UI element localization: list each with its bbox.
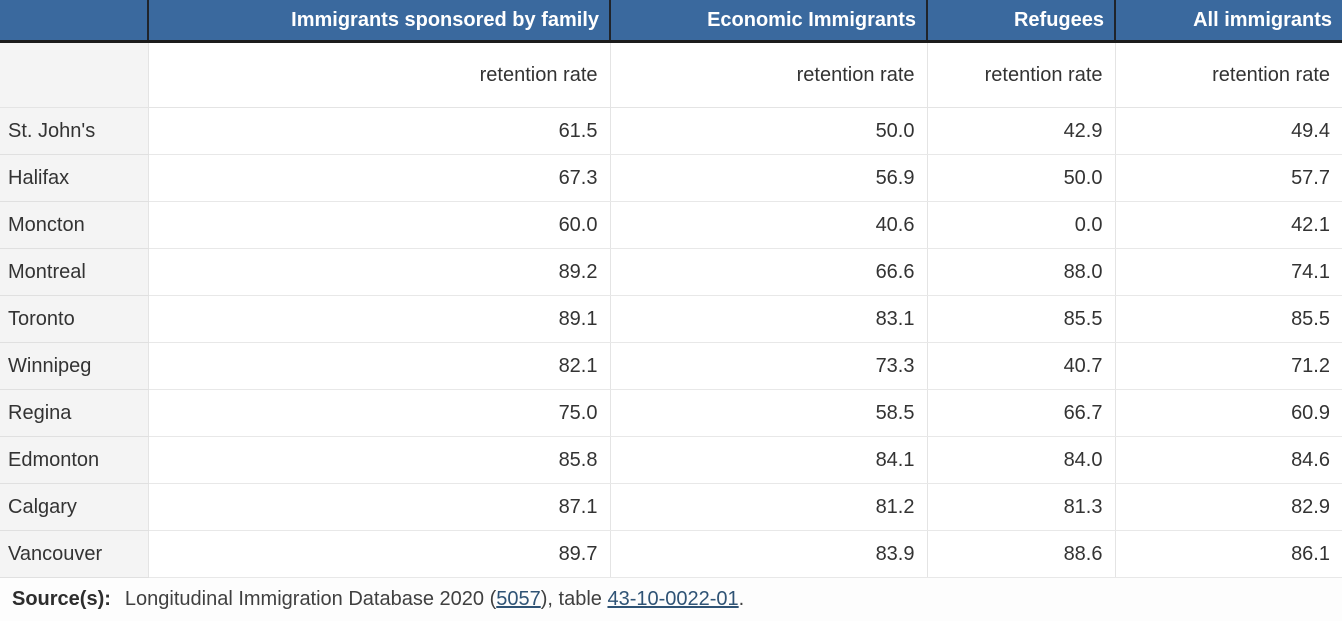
table-row: Vancouver 89.7 83.9 88.6 86.1 xyxy=(0,530,1342,578)
cell-value: 61.5 xyxy=(147,107,610,155)
row-label: Montreal xyxy=(0,248,148,296)
cell-value: 49.4 xyxy=(1114,107,1342,155)
table-row: Montreal 89.2 66.6 88.0 74.1 xyxy=(0,248,1342,296)
subheader-retention-rate: retention rate xyxy=(147,41,610,108)
table-row: Edmonton 85.8 84.1 84.0 84.6 xyxy=(0,436,1342,484)
row-label: St. John's xyxy=(0,107,148,155)
cell-value: 58.5 xyxy=(609,389,927,437)
cell-value: 0.0 xyxy=(926,201,1115,249)
cell-value: 42.1 xyxy=(1114,201,1342,249)
cell-value: 81.3 xyxy=(926,483,1115,531)
cell-value: 50.0 xyxy=(926,154,1115,202)
cell-value: 88.0 xyxy=(926,248,1115,296)
cell-value: 89.2 xyxy=(147,248,610,296)
cell-value: 40.7 xyxy=(926,342,1115,390)
cell-value: 81.2 xyxy=(609,483,927,531)
row-label: Moncton xyxy=(0,201,148,249)
cell-value: 89.1 xyxy=(147,295,610,343)
cell-value: 85.8 xyxy=(147,436,610,484)
table-row: Toronto 89.1 83.1 85.5 85.5 xyxy=(0,295,1342,343)
cell-value: 57.7 xyxy=(1114,154,1342,202)
cell-value: 66.7 xyxy=(926,389,1115,437)
header-cell-refugees: Refugees xyxy=(926,0,1115,43)
source-note: Source(s): Longitudinal Immigration Datab… xyxy=(0,578,1342,621)
source-label: Source(s): xyxy=(12,588,111,610)
cell-value: 66.6 xyxy=(609,248,927,296)
cell-value: 82.1 xyxy=(147,342,610,390)
cell-value: 84.0 xyxy=(926,436,1115,484)
cell-value: 83.9 xyxy=(609,530,927,578)
cell-value: 42.9 xyxy=(926,107,1115,155)
cell-value: 84.1 xyxy=(609,436,927,484)
row-label: Toronto xyxy=(0,295,148,343)
cell-value: 89.7 xyxy=(147,530,610,578)
cell-value: 75.0 xyxy=(147,389,610,437)
table-row: Halifax 67.3 56.9 50.0 57.7 xyxy=(0,154,1342,202)
cell-value: 85.5 xyxy=(1114,295,1342,343)
cell-value: 60.0 xyxy=(147,201,610,249)
source-text-before: Longitudinal Immigration Database 2020 ( xyxy=(124,588,497,610)
row-label: Halifax xyxy=(0,154,148,202)
cell-value: 83.1 xyxy=(609,295,927,343)
subheader-retention-rate: retention rate xyxy=(926,41,1115,108)
table-row: Regina 75.0 58.5 66.7 60.9 xyxy=(0,389,1342,437)
cell-value: 85.5 xyxy=(926,295,1115,343)
cell-value: 82.9 xyxy=(1114,483,1342,531)
header-cell-family: Immigrants sponsored by family xyxy=(147,0,610,43)
cell-value: 40.6 xyxy=(609,201,927,249)
row-label: Edmonton xyxy=(0,436,148,484)
source-survey-link[interactable]: 5057 xyxy=(496,588,541,610)
cell-value: 87.1 xyxy=(147,483,610,531)
cell-value: 73.3 xyxy=(609,342,927,390)
cell-value: 74.1 xyxy=(1114,248,1342,296)
cell-value: 84.6 xyxy=(1114,436,1342,484)
header-cell-empty xyxy=(0,0,148,43)
cell-value: 86.1 xyxy=(1114,530,1342,578)
subheader-retention-rate: retention rate xyxy=(1114,41,1342,108)
cell-value: 71.2 xyxy=(1114,342,1342,390)
header-cell-all: All immigrants xyxy=(1114,0,1342,43)
row-label: Vancouver xyxy=(0,530,148,578)
table-header-row: Immigrants sponsored by family Economic … xyxy=(0,0,1342,43)
cell-value: 67.3 xyxy=(147,154,610,202)
table-row: Moncton 60.0 40.6 0.0 42.1 xyxy=(0,201,1342,249)
header-cell-economic: Economic Immigrants xyxy=(609,0,927,43)
table-row: Winnipeg 82.1 73.3 40.7 71.2 xyxy=(0,342,1342,390)
table-row: Calgary 87.1 81.2 81.3 82.9 xyxy=(0,483,1342,531)
table-subheader-row: retention rate retention rate retention … xyxy=(0,41,1342,108)
subheader-retention-rate: retention rate xyxy=(609,41,927,108)
cell-value: 56.9 xyxy=(609,154,927,202)
cell-value: 50.0 xyxy=(609,107,927,155)
source-text-middle: ), table xyxy=(540,588,608,610)
row-label: Winnipeg xyxy=(0,342,148,390)
row-label: Regina xyxy=(0,389,148,437)
table-row: St. John's 61.5 50.0 42.9 49.4 xyxy=(0,107,1342,155)
source-table-link[interactable]: 43-10-0022-01 xyxy=(607,588,739,610)
row-label: Calgary xyxy=(0,483,148,531)
cell-value: 88.6 xyxy=(926,530,1115,578)
retention-rate-table: Immigrants sponsored by family Economic … xyxy=(0,0,1342,578)
subheader-cell-empty xyxy=(0,41,148,108)
cell-value: 60.9 xyxy=(1114,389,1342,437)
source-text-after: . xyxy=(738,588,745,610)
